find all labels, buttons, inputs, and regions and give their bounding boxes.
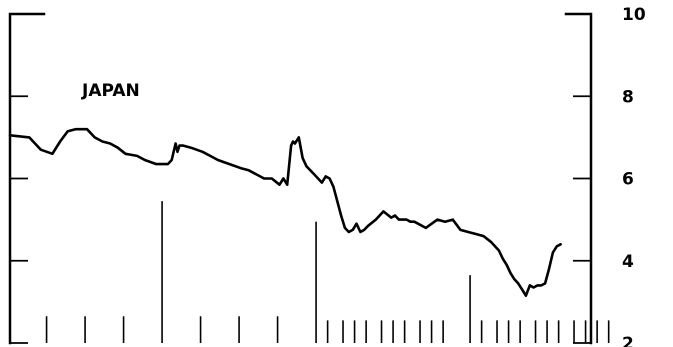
y-tick-label: 8	[622, 87, 634, 107]
y-tick-label: 2	[622, 334, 634, 347]
series-line-japan	[8, 127, 562, 297]
y-tick-label: 4	[622, 252, 634, 272]
time-axis-ticks	[45, 201, 610, 343]
series-label-japan: JAPAN	[81, 81, 140, 101]
y-axis-ticks: 2 4 6 8 10	[9, 5, 646, 347]
series-group	[8, 127, 562, 297]
y-tick-label: 6	[622, 170, 634, 190]
chart-frame	[8, 12, 593, 345]
y-tick-label: 10	[622, 5, 646, 25]
